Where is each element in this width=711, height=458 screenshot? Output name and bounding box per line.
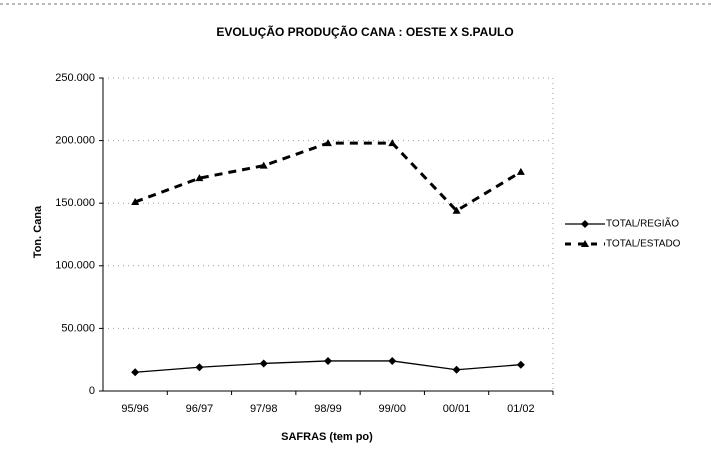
- marker: [388, 139, 397, 147]
- x-tick-label: 95/96: [121, 403, 149, 415]
- marker: [452, 365, 461, 374]
- marker: [581, 240, 589, 247]
- marker: [388, 356, 397, 365]
- marker: [516, 360, 525, 369]
- x-tick-label: 00/01: [443, 403, 471, 415]
- x-tick-label: 98/99: [314, 403, 342, 415]
- x-tick-label: 99/00: [379, 403, 407, 415]
- marker: [324, 356, 332, 365]
- marker: [452, 206, 461, 214]
- legend-label: TOTAL/REGIÃO: [606, 217, 679, 230]
- y-axis-label: Ton. Cana: [32, 205, 44, 258]
- legend-label: TOTAL/ESTADO: [606, 239, 681, 250]
- y-tick-label: 200.000: [55, 135, 95, 147]
- y-tick-label: 0: [89, 385, 95, 397]
- series-line: [134, 141, 522, 213]
- x-axis-label: SAFRAS (tem po): [281, 431, 373, 443]
- x-tick-label: 97/98: [250, 403, 278, 415]
- marker: [131, 197, 140, 205]
- y-tick-label: 100.000: [55, 260, 95, 272]
- y-tick-label: 50.000: [61, 322, 95, 334]
- marker: [259, 359, 268, 368]
- y-tick-label: 150.000: [55, 197, 95, 209]
- marker: [195, 363, 204, 372]
- marker: [581, 220, 589, 228]
- marker: [259, 161, 268, 169]
- marker: [516, 167, 525, 175]
- x-tick-label: 01/02: [507, 403, 535, 415]
- chart-title: EVOLUÇÃO PRODUÇÃO CANA : OESTE X S.PAULO: [216, 24, 513, 39]
- marker: [131, 368, 140, 377]
- y-tick-label: 250.000: [55, 72, 95, 84]
- marker: [195, 174, 204, 182]
- x-tick-label: 96/97: [186, 403, 214, 415]
- marker: [324, 139, 332, 147]
